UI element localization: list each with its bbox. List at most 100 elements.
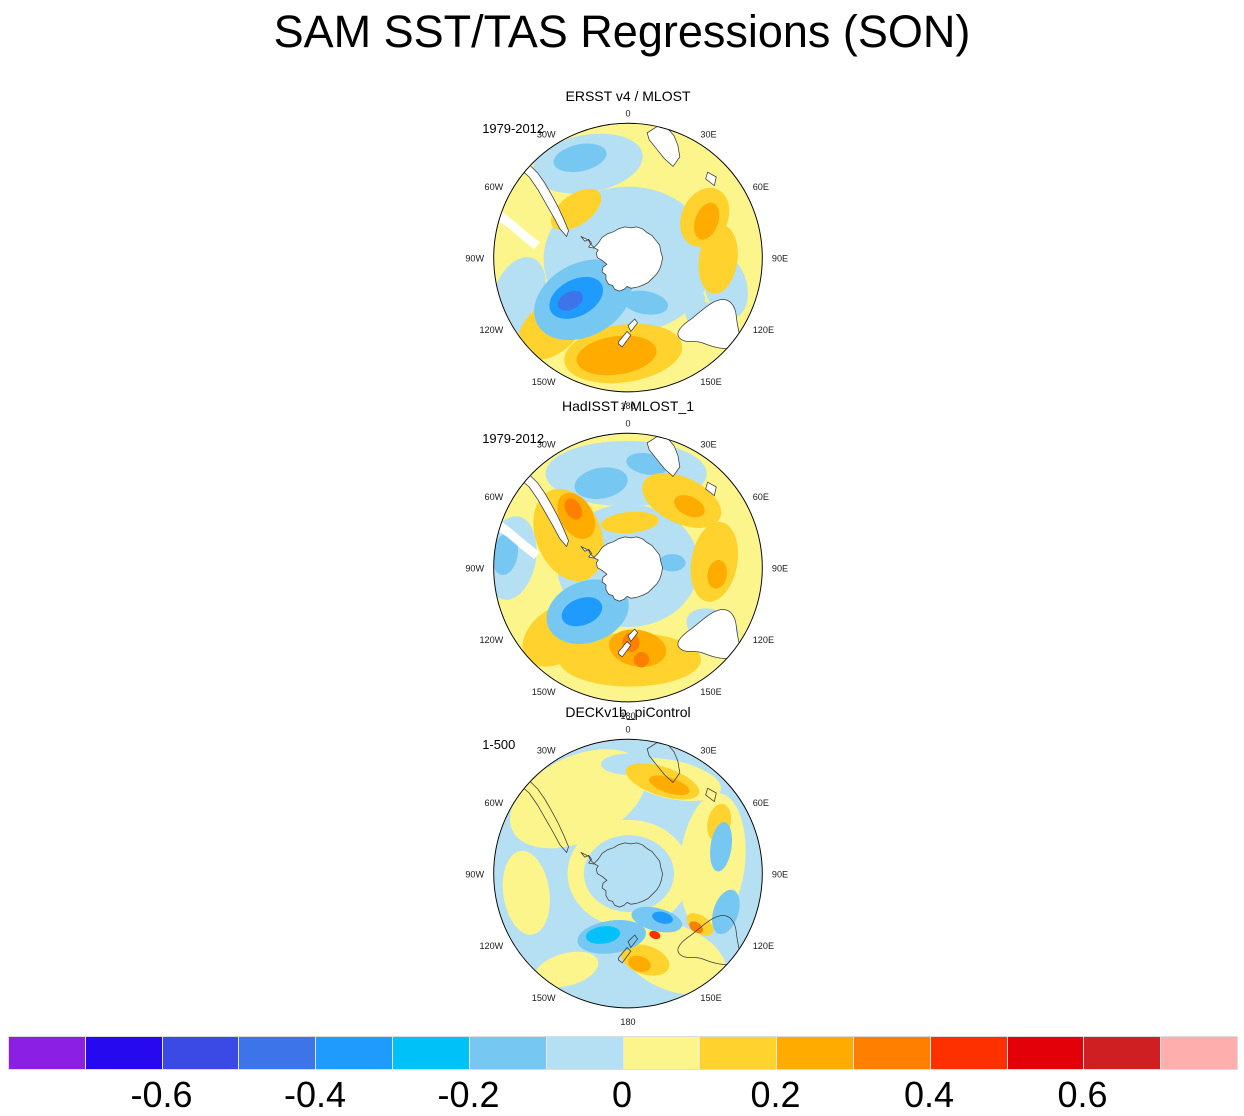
data-void-band: [494, 519, 540, 559]
anomaly-blob: [628, 955, 651, 972]
panel-3-title: DECKv1b_piControl: [565, 704, 691, 720]
map-boundary-circle: [493, 432, 763, 703]
longitude-label: 180: [620, 711, 635, 721]
anomaly-blob: [633, 652, 650, 668]
period-label: 1979-2012: [482, 431, 544, 446]
period-label: 1979-2012: [482, 121, 544, 136]
new-zealand-coastline: [618, 641, 632, 658]
anomaly-blob: [674, 495, 705, 518]
map-canvas-1: 0 30E 60E 90E 120E 150E 180 150W 120W 90W 60W 30W19…: [465, 109, 788, 412]
anomaly-blob: [649, 775, 690, 796]
south-america-coastline: [520, 163, 569, 237]
anomaly-blob: [707, 560, 727, 589]
anomaly-blob: [502, 850, 550, 935]
map-panel-3: DECKv1b_piControl 0 30E 60E 90E 120E 150E 180 1…: [463, 704, 793, 1029]
madagascar-coastline: [705, 787, 717, 803]
longitude-label: 0: [625, 419, 630, 429]
anomaly-blob: [553, 143, 607, 173]
longitude-label: 150E: [700, 993, 721, 1003]
anomaly-blob: [564, 498, 583, 520]
longitude-label: 90E: [772, 563, 788, 573]
longitude-label: 30W: [537, 130, 556, 140]
australia-coastline: [677, 915, 741, 965]
longitude-label: 180: [620, 401, 635, 411]
colorbar-tick-label: 0.2: [750, 1074, 801, 1115]
madagascar-coastline: [705, 171, 717, 187]
south-america-coastline: [520, 779, 569, 853]
map-fill-layer: [494, 123, 762, 392]
colorbar: [8, 1036, 1238, 1070]
longitude-label: 120W: [479, 325, 503, 335]
longitude-label: 120W: [479, 941, 503, 951]
new-zealand-coastline: [627, 628, 638, 642]
colorbar-cell-12: [930, 1037, 1007, 1069]
anomaly-blob: [689, 921, 703, 934]
page-title: SAM SST/TAS Regressions (SON): [273, 6, 971, 57]
colorbar-tick-label: -0.6: [130, 1074, 193, 1115]
australia-coastline: [677, 609, 741, 659]
colorbar-cell-6: [469, 1037, 546, 1069]
colorbar-tick-label: 0: [611, 1074, 633, 1115]
antarctica-coastline: [580, 226, 663, 292]
new-zealand-coastline: [618, 331, 632, 348]
antarctica-coastline: [580, 842, 663, 908]
longitude-label: 150E: [700, 687, 721, 697]
longitude-label: 90E: [772, 253, 788, 263]
new-zealand-coastline: [627, 318, 638, 332]
longitude-label: 90W: [465, 869, 484, 879]
map-panel-1: ERSST v4 / MLOST 0 30E 60E 90E 120E 150E 180 15…: [463, 88, 793, 413]
colorbar-cell-3: [239, 1037, 316, 1069]
anomaly-blob: [698, 225, 738, 294]
colorbar-cell-14: [1084, 1037, 1161, 1069]
map-fill-layer: [494, 739, 762, 1008]
longitude-label: 120W: [479, 635, 503, 645]
longitude-label: 60W: [485, 182, 504, 192]
colorbar-cell-5: [393, 1037, 469, 1069]
longitude-label: 60W: [485, 492, 504, 502]
map-canvas-2: 0 30E 60E 90E 120E 150E 180 150W 120W 90W 60W 30W19…: [465, 419, 788, 722]
longitude-label: 0: [625, 725, 630, 735]
colorbar-cell-7: [546, 1037, 623, 1069]
anomaly-blob: [601, 511, 659, 534]
anomaly-blob: [649, 930, 661, 940]
map-fill-layer: [494, 433, 762, 702]
longitude-label: 150E: [700, 377, 721, 387]
data-void-band: [494, 209, 540, 249]
longitude-label: 120E: [753, 941, 774, 951]
colorbar-cell-8: [623, 1037, 700, 1069]
longitude-label: 90E: [772, 869, 788, 879]
anomaly-blob: [712, 889, 740, 935]
panel-1-map: 0 30E 60E 90E 120E 150E 180 150W 120W 90W 60W 30W 19…: [463, 106, 793, 413]
anomaly-blob: [583, 835, 675, 912]
longitude-label: 150W: [532, 377, 556, 387]
panel-3-map: 0 30E 60E 90E 120E 150E 180 150W 120W 90W 60W 30W 1-…: [463, 722, 793, 1029]
anomaly-blob: [652, 911, 673, 924]
panel-2-title: HadISST / MLOST_1: [561, 398, 694, 414]
longitude-label: 120E: [753, 325, 774, 335]
colorbar-cell-11: [853, 1037, 930, 1069]
anomaly-blob: [621, 921, 728, 995]
longitude-label: 30E: [700, 130, 716, 140]
south-america-coastline: [520, 473, 569, 547]
panel-1-title: ERSST v4 / MLOST: [565, 88, 691, 104]
map-boundary-circle: [493, 122, 763, 393]
antarctica-coastline: [580, 536, 663, 602]
longitude-label: 150W: [532, 993, 556, 1003]
map-canvas-3: 0 30E 60E 90E 120E 150E 180 150W 120W 90W 60W 30W 1-…: [465, 725, 788, 1028]
anomaly-blob: [622, 290, 669, 315]
anomaly-blob: [494, 533, 519, 576]
anomaly-blob: [710, 821, 733, 872]
anomaly-blob: [576, 335, 657, 376]
map-panel-2: HadISST / MLOST_1 0 30E 60E 90E 120E 150E 180 1…: [463, 398, 793, 723]
longitude-label: 90W: [465, 563, 484, 573]
anomaly-blob: [557, 290, 583, 311]
panel-2-map: 0 30E 60E 90E 120E 150E 180 150W 120W 90W 60W 30W 19…: [463, 416, 793, 723]
longitude-label: 60W: [485, 798, 504, 808]
madagascar-coastline: [705, 481, 717, 497]
anomaly-blob: [673, 281, 706, 307]
longitude-label: 30W: [537, 440, 556, 450]
longitude-label: 90W: [465, 253, 484, 263]
longitude-label: 60E: [753, 798, 769, 808]
period-label: 1-500: [482, 737, 515, 752]
anomaly-blob: [658, 554, 686, 572]
